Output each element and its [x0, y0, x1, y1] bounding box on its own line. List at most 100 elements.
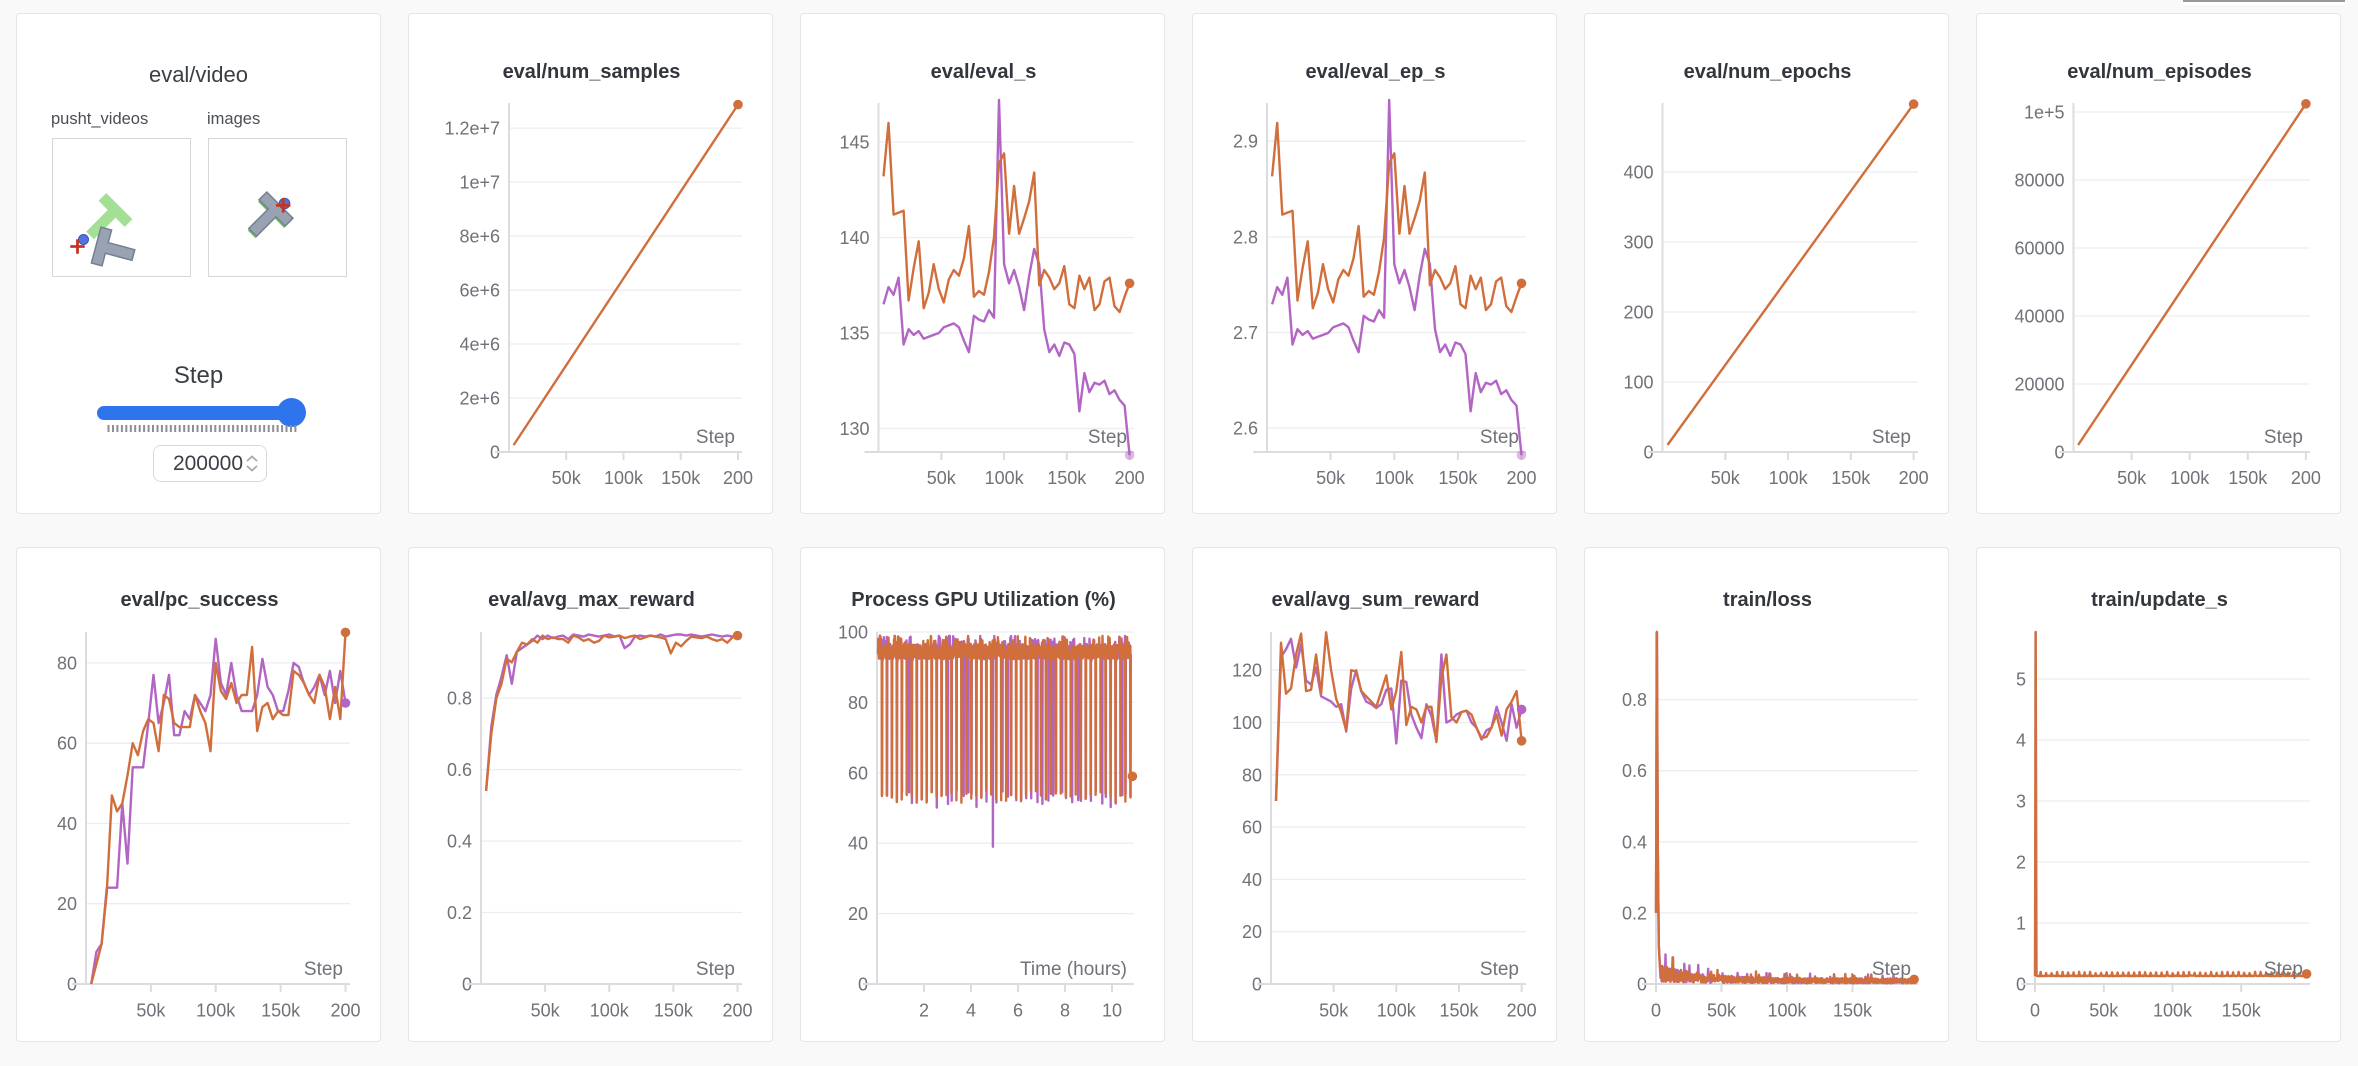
svg-text:0: 0 — [858, 975, 868, 995]
svg-text:20000: 20000 — [2014, 375, 2064, 395]
svg-text:400: 400 — [1623, 163, 1653, 183]
svg-text:0.2: 0.2 — [1622, 903, 1647, 923]
svg-text:80: 80 — [57, 653, 77, 673]
svg-text:40: 40 — [1242, 870, 1262, 890]
svg-text:0: 0 — [2016, 975, 2026, 995]
svg-text:Step: Step — [1872, 427, 1911, 448]
svg-text:2e+6: 2e+6 — [459, 389, 500, 409]
svg-text:145: 145 — [839, 133, 869, 153]
svg-text:150k: 150k — [2228, 468, 2268, 488]
svg-text:0.2: 0.2 — [447, 903, 472, 923]
svg-text:50k: 50k — [2089, 1001, 2119, 1021]
svg-text:8: 8 — [1060, 1001, 1070, 1021]
svg-text:50k: 50k — [136, 1001, 166, 1021]
svg-text:Step: Step — [1872, 959, 1911, 980]
svg-text:200: 200 — [1623, 303, 1653, 323]
svg-text:Step: Step — [2264, 427, 2303, 448]
svg-text:20: 20 — [848, 904, 868, 924]
svg-text:eval/num_episodes: eval/num_episodes — [2067, 61, 2252, 83]
svg-text:0.6: 0.6 — [1622, 761, 1647, 781]
svg-text:0: 0 — [1651, 1001, 1661, 1021]
svg-text:150k: 150k — [661, 468, 701, 488]
svg-text:200: 200 — [1506, 468, 1536, 488]
svg-text:eval/avg_sum_reward: eval/avg_sum_reward — [1272, 589, 1480, 611]
svg-text:50k: 50k — [552, 468, 582, 488]
svg-text:1e+7: 1e+7 — [459, 173, 500, 193]
svg-text:5: 5 — [2016, 670, 2026, 690]
svg-text:50k: 50k — [531, 1001, 561, 1021]
svg-text:40000: 40000 — [2014, 307, 2064, 327]
svg-text:8e+6: 8e+6 — [459, 227, 500, 247]
svg-text:60000: 60000 — [2014, 239, 2064, 259]
svg-text:0: 0 — [2054, 443, 2064, 463]
svg-text:Step: Step — [1480, 427, 1519, 448]
svg-text:0: 0 — [1643, 443, 1653, 463]
svg-text:120: 120 — [1232, 661, 1262, 681]
svg-text:100k: 100k — [985, 468, 1025, 488]
svg-text:6e+6: 6e+6 — [459, 281, 500, 301]
svg-text:300: 300 — [1623, 233, 1653, 253]
svg-text:4e+6: 4e+6 — [459, 335, 500, 355]
svg-text:50k: 50k — [1316, 468, 1346, 488]
svg-text:150k: 150k — [1833, 1001, 1873, 1021]
svg-text:4: 4 — [966, 1001, 976, 1021]
svg-text:60: 60 — [1242, 818, 1262, 838]
svg-text:50k: 50k — [927, 468, 957, 488]
svg-text:100k: 100k — [1769, 468, 1809, 488]
svg-text:130: 130 — [839, 419, 869, 439]
svg-text:eval/eval_s: eval/eval_s — [931, 61, 1037, 83]
svg-text:40: 40 — [848, 834, 868, 854]
svg-text:0.8: 0.8 — [447, 689, 472, 709]
svg-text:100k: 100k — [196, 1001, 236, 1021]
svg-text:Step: Step — [1088, 427, 1127, 448]
svg-text:80000: 80000 — [2014, 171, 2064, 191]
svg-text:train/loss: train/loss — [1723, 589, 1812, 611]
svg-text:100k: 100k — [2153, 1001, 2193, 1021]
svg-text:Step: Step — [696, 959, 735, 980]
svg-text:40: 40 — [57, 814, 77, 834]
svg-text:20: 20 — [57, 894, 77, 914]
svg-text:150k: 150k — [2222, 1001, 2262, 1021]
svg-text:1e+5: 1e+5 — [2024, 103, 2065, 123]
svg-text:200: 200 — [1115, 468, 1145, 488]
svg-text:150k: 150k — [261, 1001, 301, 1021]
svg-text:train/update_s: train/update_s — [2091, 589, 2228, 611]
svg-text:eval/num_samples: eval/num_samples — [503, 61, 681, 83]
svg-text:150k: 150k — [1439, 1001, 1479, 1021]
svg-text:150k: 150k — [1438, 468, 1478, 488]
svg-text:200: 200 — [330, 1001, 360, 1021]
svg-text:2.8: 2.8 — [1233, 227, 1258, 247]
svg-text:60: 60 — [848, 763, 868, 783]
svg-text:100: 100 — [1232, 713, 1262, 733]
svg-text:6: 6 — [1013, 1001, 1023, 1021]
svg-text:100k: 100k — [604, 468, 644, 488]
svg-text:100: 100 — [838, 623, 868, 643]
svg-text:100k: 100k — [1377, 1001, 1417, 1021]
svg-text:Step: Step — [304, 959, 343, 980]
svg-text:100k: 100k — [590, 1001, 630, 1021]
svg-text:0: 0 — [1252, 975, 1262, 995]
svg-text:100: 100 — [1623, 373, 1653, 393]
svg-text:200: 200 — [2291, 468, 2321, 488]
svg-text:0: 0 — [2030, 1001, 2040, 1021]
svg-text:0: 0 — [462, 975, 472, 995]
svg-text:150k: 150k — [1831, 468, 1871, 488]
svg-text:100k: 100k — [2170, 468, 2210, 488]
svg-text:0: 0 — [490, 443, 500, 463]
svg-text:2.6: 2.6 — [1233, 419, 1258, 439]
svg-text:150k: 150k — [654, 1001, 694, 1021]
svg-text:4: 4 — [2016, 731, 2026, 751]
svg-text:200: 200 — [723, 468, 753, 488]
svg-text:0.4: 0.4 — [447, 832, 472, 852]
svg-text:150k: 150k — [1047, 468, 1087, 488]
svg-text:50k: 50k — [1711, 468, 1741, 488]
svg-text:eval/num_epochs: eval/num_epochs — [1684, 61, 1852, 83]
svg-text:80: 80 — [1242, 765, 1262, 785]
svg-text:80: 80 — [848, 693, 868, 713]
svg-text:Step: Step — [2264, 959, 2303, 980]
svg-text:0.8: 0.8 — [1622, 690, 1647, 710]
svg-text:Process GPU Utilization (%): Process GPU Utilization (%) — [851, 589, 1116, 611]
svg-text:100k: 100k — [1375, 468, 1415, 488]
svg-text:Time (hours): Time (hours) — [1020, 959, 1127, 980]
svg-text:Step: Step — [1480, 959, 1519, 980]
